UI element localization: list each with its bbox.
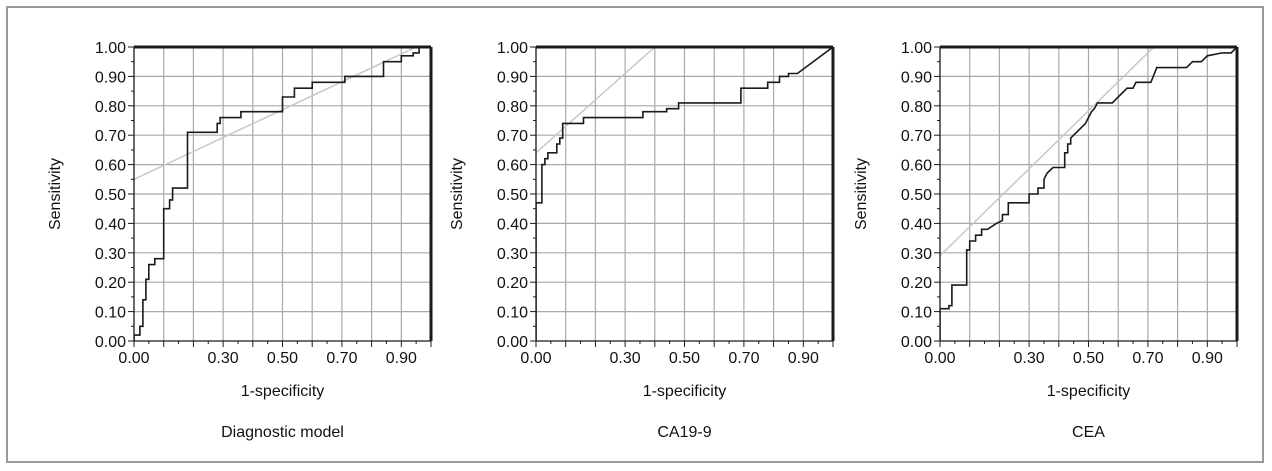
y-tick-label: 0.60 [497,158,528,175]
x-axis-label: 1-specificity [241,383,325,400]
y-axis-label: Sensitivity [853,158,870,230]
reference-line [940,47,1155,257]
y-tick-label: 0.10 [497,305,528,322]
y-tick-label: 0.50 [901,187,932,204]
y-tick-label: 0.40 [497,216,528,233]
x-tick-label: 0.50 [669,350,700,367]
x-tick-label: 0.30 [610,350,641,367]
roc-curve [134,47,431,341]
y-tick-label: 0.70 [901,128,932,145]
y-tick-label: 0.50 [497,187,528,204]
y-tick-label: 0.90 [95,69,126,86]
x-axis-label: 1-specificity [643,383,727,400]
y-tick-label: 0.70 [95,128,126,145]
reference-line [134,47,417,180]
y-tick-label: 1.00 [95,40,126,57]
y-tick-label: 0.10 [901,305,932,322]
x-tick-label: 0.90 [788,350,819,367]
roc-panel-1: 0.00 0.10 0.20 0.30 0.40 0.50 0.60 0.70 0.80 0.90… [47,40,433,441]
y-tick-label: 0.20 [497,275,528,292]
panel-caption: CA19-9 [657,424,711,441]
x-tick-label: 0.90 [1192,350,1223,367]
y-tick-label: 1.00 [901,40,932,57]
x-tick-label: 0.70 [728,350,759,367]
y-tick-label: 0.00 [95,334,126,351]
y-tick-label: 0.40 [901,216,932,233]
y-tick-label: 0.30 [497,246,528,263]
panel-caption: Diagnostic model [221,424,344,441]
y-tick-label: 0.30 [95,246,126,263]
roc-curve [536,47,833,341]
y-tick-label: 0.80 [497,99,528,116]
y-tick-label: 0.30 [901,246,932,263]
x-tick-label: 0.00 [924,350,955,367]
x-tick-label: 0.00 [520,350,551,367]
roc-curve [940,47,1237,341]
y-tick-label: 0.60 [95,158,126,175]
y-tick-label: 0.20 [901,275,932,292]
figure-frame [6,6,1264,463]
y-tick-label: 0.50 [95,187,126,204]
reference-line [536,47,656,154]
y-tick-label: 0.70 [497,128,528,145]
y-tick-label: 0.40 [95,216,126,233]
x-tick-label: 0.90 [386,350,417,367]
x-tick-label: 0.50 [267,350,298,367]
roc-panel-2: 0.00 0.10 0.20 0.30 0.40 0.50 0.60 0.70 0.80 0.90… [449,40,835,441]
panel-caption: CEA [1072,424,1105,441]
x-tick-label: 0.70 [1132,350,1163,367]
x-tick-label: 0.00 [118,350,149,367]
y-tick-label: 0.10 [95,305,126,322]
x-tick-label: 0.50 [1073,350,1104,367]
y-axis-label: Sensitivity [47,158,64,230]
x-axis-label: 1-specificity [1047,383,1131,400]
y-tick-label: 0.90 [901,69,932,86]
y-tick-label: 1.00 [497,40,528,57]
y-tick-label: 0.00 [901,334,932,351]
y-tick-label: 0.80 [95,99,126,116]
y-tick-label: 0.00 [497,334,528,351]
y-tick-label: 0.80 [901,99,932,116]
roc-panel-3: 0.00 0.10 0.20 0.30 0.40 0.50 0.60 0.70 0.80 0.90… [853,40,1239,441]
y-tick-label: 0.90 [497,69,528,86]
y-axis-label: Sensitivity [449,158,466,230]
x-tick-label: 0.70 [326,350,357,367]
x-tick-label: 0.30 [208,350,239,367]
x-tick-label: 0.30 [1014,350,1045,367]
y-tick-label: 0.20 [95,275,126,292]
y-tick-label: 0.60 [901,158,932,175]
